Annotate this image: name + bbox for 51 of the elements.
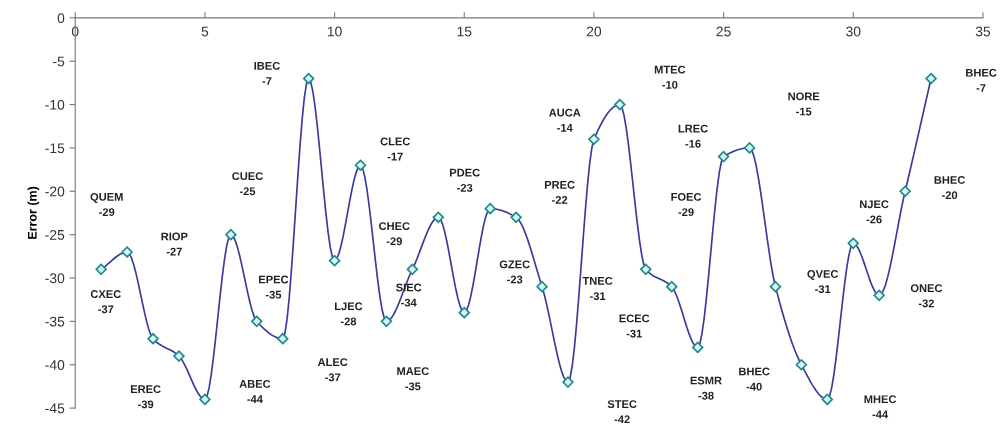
x-tick-label: 5	[201, 26, 209, 37]
y-tick-label: -30	[45, 273, 65, 284]
annotation: CLEC -17	[380, 137, 411, 161]
y-tick-label: -5	[53, 56, 65, 67]
annotation: ESMR -38	[690, 376, 722, 400]
y-axis-title: Error (m)	[27, 186, 40, 239]
y-tick-label: -45	[45, 403, 65, 414]
annotation: EREC -39	[130, 385, 161, 409]
annotation: TNEC -31	[582, 276, 613, 301]
annotation: MHEC -44	[864, 395, 897, 419]
annotation: BHEC -40	[739, 367, 770, 391]
y-tick-label: -10	[45, 99, 65, 110]
y-tick-label: -20	[45, 186, 65, 197]
annotation: CXEC -37	[90, 290, 121, 314]
annotation: LJEC -28	[335, 302, 363, 326]
annotation: EPEC -35	[259, 275, 289, 299]
annotation: PREC -22	[544, 180, 575, 204]
y-tick-label: -25	[45, 229, 65, 240]
annotation: BHEC -20	[934, 176, 966, 200]
x-tick-label: 15	[457, 26, 472, 37]
annotation: ABEC -44	[239, 379, 271, 403]
annotation: MTEC -10	[654, 65, 686, 89]
annotation: MAEC -35	[397, 367, 429, 391]
annotation: PDEC -23	[450, 168, 480, 192]
annotation: GZEC -23	[499, 260, 530, 284]
annotation: STEC -42	[607, 400, 637, 424]
annotation: ONEC -32	[910, 284, 943, 308]
annotation: IBEC -7	[254, 61, 280, 85]
annotation: NORE -15	[788, 92, 820, 116]
annotation: NJEC -26	[860, 200, 889, 224]
y-tick-label: 0	[57, 13, 65, 24]
x-tick-label: 35	[975, 26, 991, 37]
annotation: RIOP -27	[161, 232, 188, 256]
y-tick-label: -35	[45, 316, 65, 327]
x-tick-label: 30	[846, 26, 861, 37]
y-tick-label: -15	[45, 143, 65, 154]
x-tick-label: 20	[586, 26, 602, 37]
annotation: QVEC -31	[807, 270, 839, 294]
annotation: ALEC -37	[317, 358, 348, 382]
annotation: LREC -16	[678, 124, 708, 148]
annotation: CUEC -25	[232, 172, 263, 196]
y-tick-label: -40	[45, 360, 65, 370]
annotation: AUCA -14	[548, 108, 581, 132]
x-tick-label: 10	[327, 26, 342, 37]
annotation: QUEM -29	[90, 192, 123, 217]
x-tick-label: 25	[716, 26, 731, 37]
annotation: CHEC -29	[379, 222, 410, 246]
annotation: FOEC -29	[671, 192, 702, 217]
annotation: ECEC -31	[619, 314, 650, 338]
annotation: BHEC -7	[966, 68, 997, 92]
x-tick-label: 0	[71, 26, 79, 37]
